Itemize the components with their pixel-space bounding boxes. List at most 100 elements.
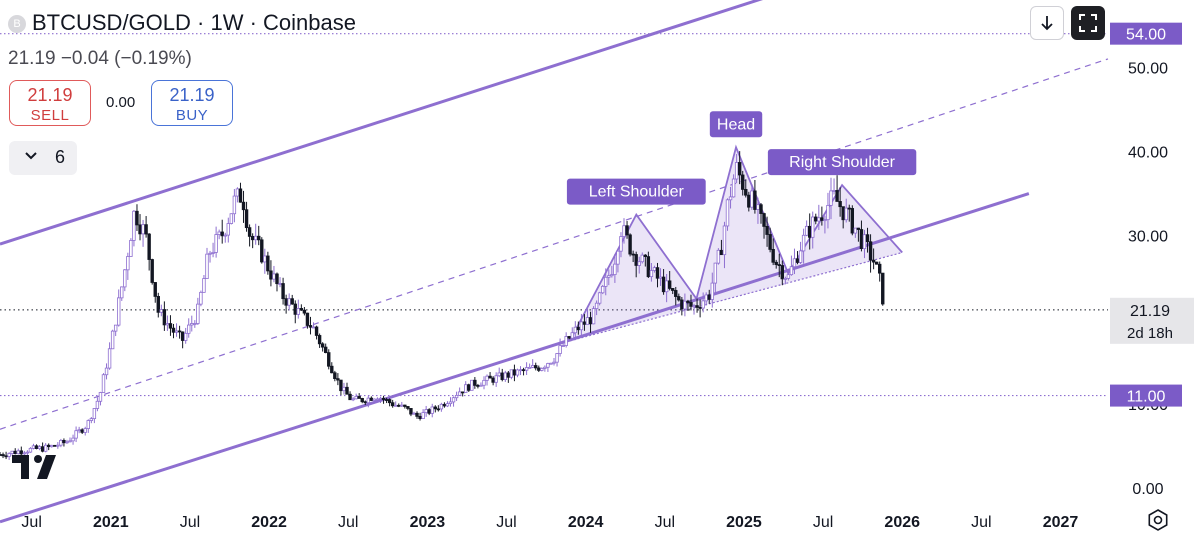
price-candle	[162, 309, 167, 326]
indicators-toggle[interactable]: 6	[9, 141, 77, 175]
price-level-label: 54.00	[1126, 27, 1166, 44]
price-candle	[540, 368, 544, 371]
price-candle	[561, 345, 565, 347]
price-candle	[196, 303, 200, 324]
price-candle	[165, 323, 170, 326]
price-candle	[104, 367, 109, 376]
price-candle	[558, 345, 562, 354]
price-candle	[878, 263, 882, 274]
price-candle	[610, 274, 614, 277]
price-candle	[269, 270, 273, 280]
price-candle	[202, 278, 206, 293]
annotation-box	[709, 111, 763, 138]
price-candle	[375, 398, 380, 401]
x-tick-label: Jul	[21, 514, 41, 531]
price-candle	[174, 330, 179, 333]
price-candle	[756, 204, 760, 210]
price-candle	[302, 309, 307, 314]
arrow-down-icon	[1041, 16, 1053, 31]
price-candle	[333, 372, 337, 380]
buy-button[interactable]: 21.19 BUY	[151, 80, 233, 126]
price-candle	[485, 375, 489, 381]
price-candle	[521, 369, 526, 372]
price-candle	[141, 224, 145, 235]
price-candle	[427, 409, 431, 414]
price-candle	[634, 254, 638, 266]
price-candle	[199, 291, 203, 305]
channel-middle-line	[0, 58, 1109, 430]
x-tick-label: Jul	[971, 514, 991, 531]
price-candle	[585, 317, 590, 325]
price-candle	[266, 255, 270, 272]
price-candle	[257, 235, 261, 241]
price-candle	[345, 386, 349, 395]
price-candle	[795, 258, 800, 263]
price-candle	[747, 194, 751, 208]
price-candle	[591, 308, 596, 325]
price-candle	[804, 225, 809, 236]
price-candle	[549, 362, 553, 365]
price-candle	[619, 236, 623, 252]
price-candle	[844, 207, 848, 221]
price-candle	[430, 406, 434, 414]
price-candle	[811, 216, 815, 238]
x-tick-label: 2022	[251, 514, 287, 531]
fullscreen-button[interactable]	[1071, 6, 1105, 40]
last-price-countdown: 2d 18h	[1127, 325, 1173, 342]
price-candle	[229, 213, 234, 224]
price-candle	[601, 285, 605, 294]
price-candle	[168, 323, 173, 329]
price-candle	[387, 399, 392, 404]
price-candle	[588, 317, 593, 325]
price-candle	[31, 445, 36, 449]
price-candle	[235, 188, 240, 197]
price-candle	[177, 330, 182, 333]
price-candle	[241, 201, 246, 211]
price-candle	[530, 365, 535, 368]
price-candle	[692, 305, 696, 308]
sell-button[interactable]: 21.19 SELL	[9, 80, 91, 126]
price-candle	[792, 258, 797, 268]
annotation-label: Left Shoulder	[589, 184, 685, 201]
price-candle	[518, 369, 523, 372]
x-tick-label: 2025	[726, 514, 762, 531]
x-tick-label: 2027	[1043, 514, 1079, 531]
symbol-badge: B	[8, 15, 26, 33]
price-candle	[311, 326, 316, 329]
price-candle	[238, 188, 243, 203]
price-candle	[862, 234, 867, 249]
price-candle	[695, 305, 699, 308]
price-candle	[317, 335, 322, 345]
price-candle	[527, 366, 532, 369]
price-candle	[77, 429, 81, 432]
price-candle	[37, 446, 42, 449]
gear-icon[interactable]	[1146, 508, 1170, 537]
price-candle	[464, 384, 468, 393]
price-candle	[753, 190, 757, 210]
price-candle	[68, 440, 72, 443]
price-candle	[40, 446, 45, 452]
price-candle	[829, 190, 833, 206]
price-candle	[217, 231, 221, 235]
price-candle	[497, 372, 501, 377]
price-candle	[138, 224, 142, 235]
price-candle	[850, 208, 855, 234]
price-candle	[390, 402, 395, 407]
price-candle	[327, 352, 331, 367]
price-candle	[722, 225, 727, 256]
price-candle	[415, 412, 419, 417]
price-candle	[500, 372, 504, 380]
price-candle	[180, 331, 185, 341]
price-candle	[710, 282, 714, 300]
price-candle	[403, 404, 407, 407]
price-candle	[360, 398, 364, 403]
download-button[interactable]	[1030, 6, 1064, 40]
price-candle	[661, 276, 666, 293]
price-candle	[53, 444, 57, 447]
price-candle	[314, 326, 319, 336]
price-candle	[117, 297, 121, 326]
price-candle	[652, 267, 657, 271]
price-candle	[107, 348, 112, 369]
price-candle	[677, 296, 681, 301]
